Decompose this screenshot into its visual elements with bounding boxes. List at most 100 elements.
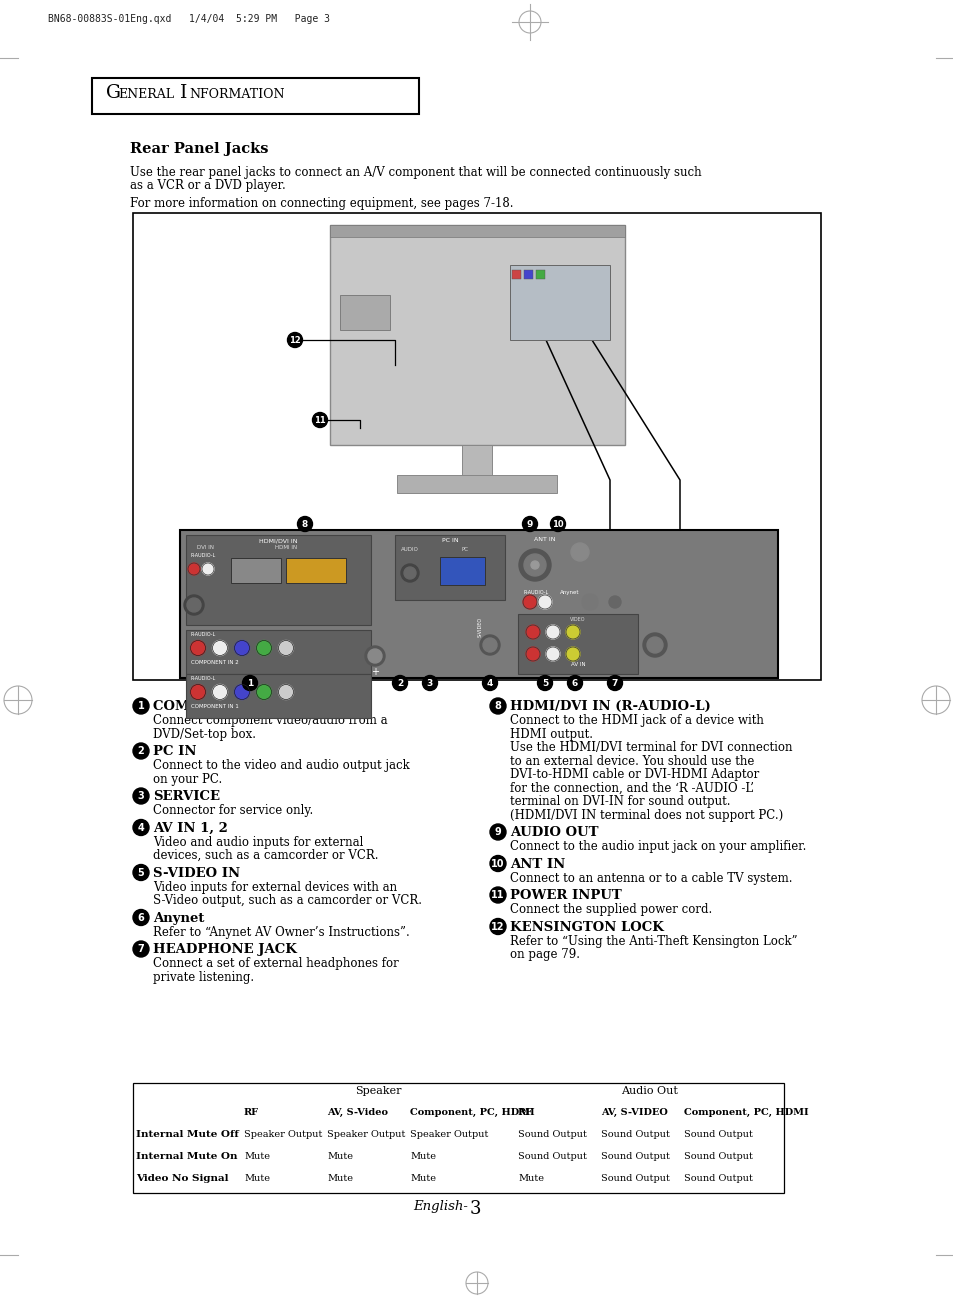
Text: 7: 7 [137, 944, 144, 953]
Text: AV, S-Video: AV, S-Video [327, 1109, 388, 1116]
Circle shape [213, 640, 227, 655]
Text: I: I [180, 84, 187, 103]
Bar [512, 270, 520, 279]
Text: Video and audio inputs for external: Video and audio inputs for external [152, 835, 363, 848]
Circle shape [297, 517, 313, 531]
Circle shape [646, 636, 662, 654]
Circle shape [522, 594, 537, 609]
Text: Connect a set of external headphones for: Connect a set of external headphones for [152, 957, 398, 970]
Text: to an external device. You should use the: to an external device. You should use th… [510, 755, 754, 768]
Bar [517, 614, 638, 675]
Text: +: + [371, 667, 378, 677]
Circle shape [537, 676, 552, 690]
Circle shape [571, 543, 588, 562]
Circle shape [188, 563, 200, 575]
Text: Sound Output: Sound Output [600, 1130, 669, 1139]
Bar [330, 225, 624, 237]
Circle shape [132, 910, 149, 926]
Text: Refer to “Using the Anti-Theft Kensington Lock”: Refer to “Using the Anti-Theft Kensingto… [510, 935, 797, 948]
Text: AV, S-VIDEO: AV, S-VIDEO [600, 1109, 667, 1116]
Circle shape [287, 333, 302, 347]
Text: RF: RF [517, 1109, 533, 1116]
Text: 11: 11 [491, 890, 504, 899]
Text: 6: 6 [571, 679, 578, 688]
Bar [330, 225, 624, 444]
Circle shape [581, 594, 598, 610]
Text: Connect to the video and audio output jack: Connect to the video and audio output ja… [152, 759, 410, 772]
Circle shape [242, 676, 257, 690]
Text: Sound Output: Sound Output [517, 1130, 586, 1139]
Text: Connect to an antenna or to a cable TV system.: Connect to an antenna or to a cable TV s… [510, 872, 792, 885]
Text: Video No Signal: Video No Signal [136, 1174, 229, 1184]
Circle shape [278, 640, 294, 655]
Text: KENSINGTON LOCK: KENSINGTON LOCK [510, 920, 663, 934]
Circle shape [234, 640, 250, 655]
Text: 4: 4 [486, 679, 493, 688]
Circle shape [522, 517, 537, 531]
Circle shape [202, 563, 213, 575]
Circle shape [392, 676, 407, 690]
Text: AV IN: AV IN [570, 661, 585, 667]
Text: 1: 1 [137, 701, 144, 711]
Text: HDMI IN: HDMI IN [274, 544, 296, 550]
Text: 10: 10 [491, 859, 504, 868]
Text: PC IN: PC IN [441, 538, 457, 543]
Text: Speaker Output: Speaker Output [410, 1130, 488, 1139]
Text: 3: 3 [426, 679, 433, 688]
Circle shape [608, 596, 620, 608]
Text: Mute: Mute [517, 1174, 543, 1184]
Circle shape [187, 598, 201, 611]
Bar [510, 266, 609, 341]
Text: VIDEO: VIDEO [570, 617, 585, 622]
Text: Mute: Mute [410, 1152, 436, 1161]
Text: ANT IN: ANT IN [534, 537, 556, 542]
Bar [439, 558, 484, 585]
Bar [536, 270, 544, 279]
Text: 3: 3 [137, 792, 144, 801]
Text: on page 79.: on page 79. [510, 948, 579, 961]
Text: S-VIDEO IN: S-VIDEO IN [152, 867, 240, 880]
Text: Use the HDMI/DVI terminal for DVI connection: Use the HDMI/DVI terminal for DVI connec… [510, 740, 792, 753]
Circle shape [132, 743, 149, 759]
Bar [231, 558, 281, 583]
Text: DVI-to-HDMI cable or DVI-HDMI Adaptor: DVI-to-HDMI cable or DVI-HDMI Adaptor [510, 768, 759, 781]
Text: 4: 4 [137, 822, 144, 832]
Circle shape [184, 594, 204, 615]
Bar [286, 558, 346, 583]
Bar [186, 535, 371, 625]
Circle shape [479, 635, 499, 655]
Text: Anynet: Anynet [152, 911, 204, 924]
Text: Connect to the audio input jack on your amplifier.: Connect to the audio input jack on your … [510, 840, 805, 853]
Text: Mute: Mute [327, 1152, 353, 1161]
Circle shape [490, 856, 505, 872]
Circle shape [550, 517, 565, 531]
Circle shape [525, 647, 539, 661]
Circle shape [132, 819, 149, 835]
Circle shape [400, 564, 418, 583]
Text: terminal on DVI-IN for sound output.: terminal on DVI-IN for sound output. [510, 796, 730, 807]
Text: AUDIO OUT: AUDIO OUT [510, 826, 598, 839]
Text: Sound Output: Sound Output [683, 1152, 752, 1161]
Text: 11: 11 [314, 416, 326, 425]
Circle shape [545, 647, 559, 661]
Circle shape [525, 625, 539, 639]
Text: 2: 2 [137, 746, 144, 756]
Text: DVD/Set-top box.: DVD/Set-top box. [152, 727, 255, 740]
Text: Sound Output: Sound Output [600, 1152, 669, 1161]
Circle shape [567, 676, 582, 690]
Text: Connector for service only.: Connector for service only. [152, 803, 313, 817]
Circle shape [565, 625, 579, 639]
Text: COMPONENT IN 2: COMPONENT IN 2 [191, 660, 238, 665]
Text: Sound Output: Sound Output [683, 1174, 752, 1184]
Text: RF: RF [244, 1109, 259, 1116]
Circle shape [490, 918, 505, 935]
Circle shape [278, 685, 294, 700]
Text: R-AUDIO-L: R-AUDIO-L [523, 590, 549, 594]
Circle shape [234, 685, 250, 700]
Text: 7: 7 [611, 679, 618, 688]
Text: Speaker Output: Speaker Output [327, 1130, 405, 1139]
Text: Audio Out: Audio Out [620, 1086, 678, 1095]
Bar [132, 1084, 783, 1193]
Text: Component, PC, HDMI: Component, PC, HDMI [683, 1109, 808, 1116]
Bar [523, 270, 533, 279]
